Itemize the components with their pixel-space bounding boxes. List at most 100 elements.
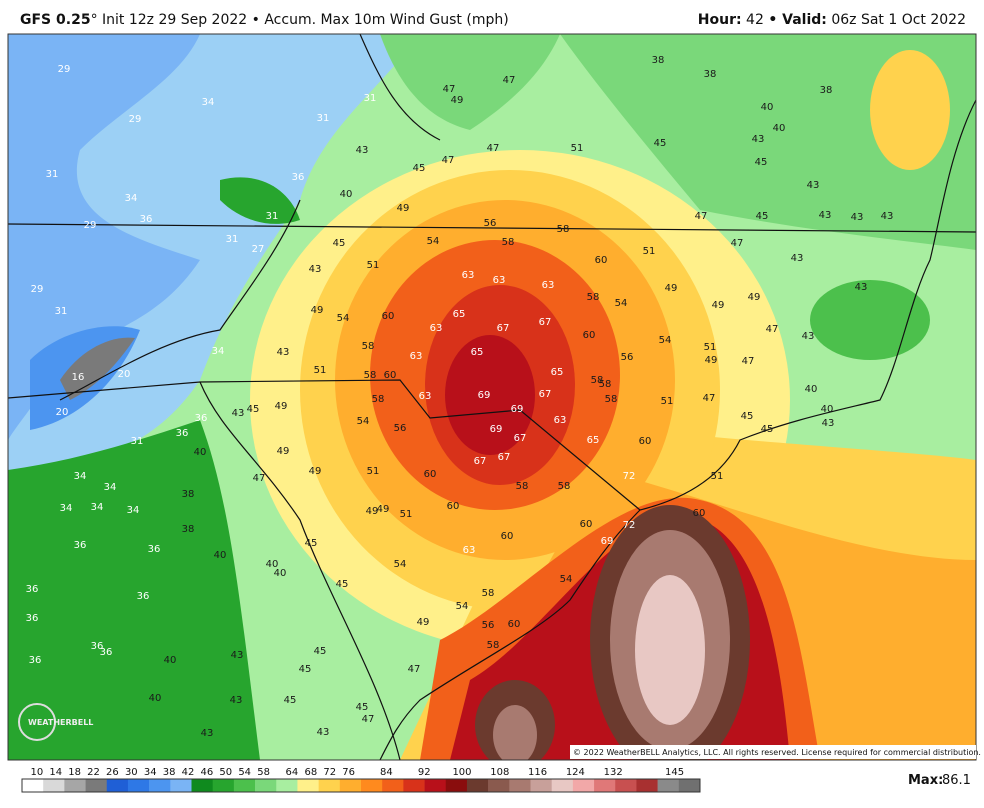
value-label: 49	[417, 617, 430, 628]
value-label: 36	[26, 613, 39, 624]
legend-tick: 100	[452, 767, 471, 778]
value-label: 65	[551, 367, 564, 378]
value-label: 40	[805, 384, 818, 395]
value-label: 40	[266, 559, 279, 570]
field	[380, 34, 560, 130]
legend: 10 14 18 22 26 30 34 38 42 46 50 54 58 64 68 72 76 84 92 10…	[21, 767, 701, 793]
legend-tick: 64	[286, 767, 299, 778]
value-label: 51	[400, 509, 413, 520]
value-label: 43	[855, 282, 868, 293]
value-label: 63	[419, 391, 432, 402]
value-label: 49	[705, 355, 718, 366]
value-label: 34	[74, 471, 87, 482]
value-label: 69	[490, 424, 503, 435]
value-label: 40	[274, 568, 287, 579]
value-label: 67	[514, 433, 527, 444]
value-label: 60	[508, 619, 521, 630]
value-label: 49	[275, 401, 288, 412]
value-label: 43	[317, 727, 330, 738]
legend-swatch	[615, 779, 637, 792]
value-label: 31	[46, 169, 59, 180]
value-label: 45	[305, 538, 318, 549]
value-label: 47	[742, 356, 755, 367]
value-label: 43	[851, 212, 864, 223]
value-label: 34	[202, 97, 215, 108]
value-label: 63	[463, 545, 476, 556]
legend-tick: 42	[182, 767, 195, 778]
value-label: 63	[430, 323, 443, 334]
value-label: 20	[118, 369, 131, 380]
legend-tick: 18	[68, 767, 81, 778]
border	[8, 379, 641, 511]
value-label: 38	[182, 489, 195, 500]
value-label: 56	[621, 352, 634, 363]
value-label: 58	[482, 588, 495, 599]
value-label: 40	[164, 655, 177, 666]
value-label: 47	[487, 143, 500, 154]
value-label: 51	[367, 260, 380, 271]
value-label: 60	[501, 531, 514, 542]
value-label: 43	[201, 728, 214, 739]
value-label: 29	[129, 114, 142, 125]
header-right: Hour: 42 • Valid: 06z Sat 1 Oct 2022	[698, 12, 966, 28]
value-label: 45	[247, 404, 260, 415]
logo: WEATHERBELL	[28, 718, 93, 727]
value-label: 51	[314, 365, 327, 376]
border	[59, 199, 301, 401]
value-label: 45	[756, 211, 769, 222]
value-label: 63	[410, 351, 423, 362]
value-label: 49	[366, 506, 379, 517]
value-label: 58	[516, 481, 529, 492]
legend-swatch	[127, 779, 150, 792]
value-label: 38	[820, 85, 833, 96]
legend-swatch	[339, 779, 362, 792]
value-label: 47	[695, 211, 708, 222]
value-label: 60	[595, 255, 608, 266]
value-label: 36	[74, 540, 87, 551]
value-label: 34	[212, 346, 225, 357]
legend-tick: 46	[201, 767, 214, 778]
legend-swatch	[551, 779, 574, 792]
field	[493, 705, 537, 760]
legend-tick: 108	[490, 767, 509, 778]
legend-swatch	[22, 779, 44, 792]
legend-swatch	[657, 779, 680, 792]
legend-tick: 68	[304, 767, 317, 778]
border	[359, 34, 441, 141]
value-label: 51	[367, 466, 380, 477]
legend-tick: 72	[323, 767, 336, 778]
value-label: 34	[104, 482, 117, 493]
value-label: 43	[881, 211, 894, 222]
legend-swatch	[297, 779, 319, 792]
valid: 06z Sat 1 Oct 2022	[831, 12, 966, 28]
value-label: 49	[309, 466, 322, 477]
value-label: 36	[140, 214, 153, 225]
legend-tick: 84	[380, 767, 393, 778]
value-label: 27	[252, 244, 265, 255]
value-label: 56	[394, 423, 407, 434]
border	[199, 381, 401, 760]
value-label: 36	[292, 172, 305, 183]
value-label: 31	[266, 211, 279, 222]
value-label: 60	[384, 370, 397, 381]
legend-tick: 58	[257, 767, 270, 778]
value-label: 58	[599, 379, 612, 390]
legend-tick: 50	[219, 767, 232, 778]
value-label: 16	[72, 372, 85, 383]
value-label: 45	[356, 702, 369, 713]
value-label: 31	[55, 306, 68, 317]
legend-swatch	[424, 779, 447, 792]
field	[60, 337, 135, 400]
value-label: 36	[148, 544, 161, 555]
value-label: 63	[554, 415, 567, 426]
legend-swatch	[149, 779, 171, 792]
legend-swatch	[488, 779, 510, 792]
value-label: 47	[362, 714, 375, 725]
copyright: © 2022 WeatherBELL Analytics, LLC. All r…	[573, 748, 981, 757]
value-label: 51	[704, 342, 717, 353]
value-label: 43	[230, 695, 243, 706]
value-label: 67	[539, 389, 552, 400]
value-label: 49	[397, 203, 410, 214]
legend-tick: 30	[125, 767, 138, 778]
